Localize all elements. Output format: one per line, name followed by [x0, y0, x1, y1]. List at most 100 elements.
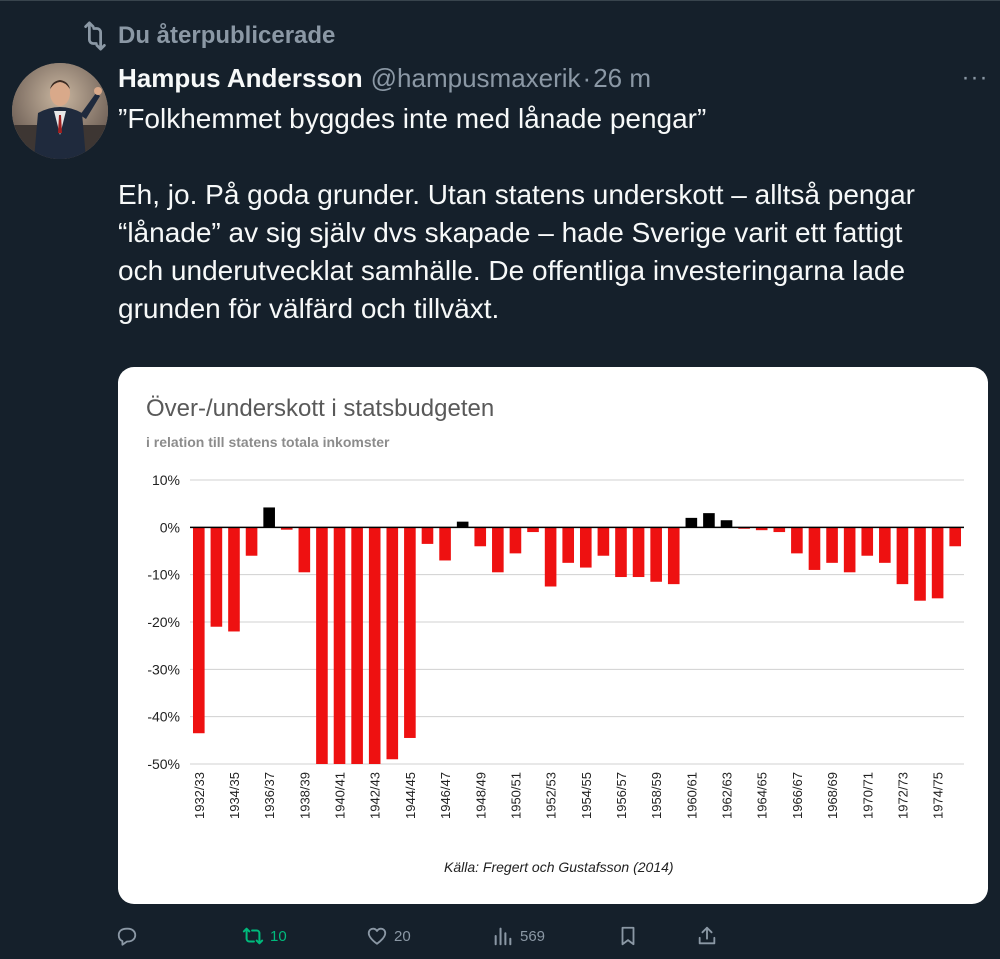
bar: [404, 527, 416, 738]
x-tick-label: 1944/45: [403, 772, 418, 819]
bar: [650, 527, 662, 582]
heart-icon: [367, 927, 387, 945]
tweet-image[interactable]: Över-/underskott i statsbudgeten i relat…: [118, 367, 988, 904]
bookmark-button[interactable]: [617, 918, 645, 954]
repost-icon: [242, 927, 264, 945]
bar: [351, 527, 363, 764]
tweet-text: ”Folkhemmet byggdes inte med lånade peng…: [118, 100, 978, 328]
x-tick-label: 1956/57: [614, 772, 629, 819]
bar: [579, 527, 592, 568]
bar: [298, 527, 311, 573]
bar: [615, 527, 627, 578]
author-name[interactable]: Hampus Andersson: [118, 62, 363, 93]
bar: [808, 527, 821, 570]
separator-dot: ·: [582, 62, 592, 93]
views-button[interactable]: 569: [492, 918, 545, 954]
bar: [720, 520, 733, 528]
bar: [773, 527, 786, 533]
action-bar: 10 20 569: [0, 918, 1000, 954]
y-tick-label: 0%: [160, 519, 180, 535]
bar: [791, 527, 803, 554]
tweet-line: grunden för välfärd och tillväxt.: [118, 293, 500, 324]
chart-source: Källa: Fregert och Gustafsson (2014): [444, 859, 674, 875]
bar: [597, 527, 610, 556]
share-button[interactable]: [696, 918, 724, 954]
bar: [456, 521, 469, 528]
bar: [562, 527, 575, 563]
bar: [421, 527, 434, 544]
tweet-header: Hampus Andersson @hampusmaxerik · 26 m: [118, 58, 651, 98]
x-tick-label: 1950/51: [508, 772, 523, 819]
bar: [228, 527, 240, 632]
y-tick-label: -40%: [147, 709, 180, 725]
repost-count: 10: [270, 927, 287, 945]
bar: [843, 527, 856, 573]
top-divider: [0, 0, 1000, 1]
author-handle[interactable]: @hampusmaxerik: [370, 62, 581, 93]
bar: [632, 527, 645, 578]
bar: [245, 527, 258, 556]
share-icon: [698, 926, 716, 945]
tweet-line: ”Folkhemmet byggdes inte med lånade peng…: [118, 103, 707, 134]
x-tick-label: 1948/49: [473, 772, 488, 819]
reply-button[interactable]: [116, 918, 144, 954]
bar: [896, 527, 909, 585]
repost-banner[interactable]: Du återpublicerade: [80, 20, 335, 52]
budget-chart: Över-/underskott i statsbudgeten i relat…: [146, 395, 964, 875]
tweet-line: Eh, jo. På goda grunder. Utan statens un…: [118, 179, 915, 210]
bar: [492, 527, 504, 573]
x-tick-label: 1936/37: [262, 772, 277, 819]
timestamp[interactable]: 26 m: [593, 62, 652, 93]
bar: [703, 513, 715, 528]
bar: [386, 527, 399, 760]
bar: [755, 527, 768, 531]
bar: [861, 527, 874, 556]
x-tick-label: 1972/73: [895, 772, 910, 819]
views-icon: [494, 927, 512, 946]
tweet-line: och underutvecklat samhälle. De offentli…: [118, 255, 906, 286]
bar: [316, 527, 328, 764]
bar: [667, 527, 680, 585]
bar: [879, 527, 891, 563]
bar: [263, 507, 275, 528]
reply-icon: [117, 927, 137, 946]
y-tick-label: -30%: [147, 661, 180, 677]
like-button[interactable]: 20: [366, 918, 411, 954]
x-tick-label: 1954/55: [579, 772, 594, 819]
bar: [280, 527, 293, 530]
x-tick-label: 1952/53: [544, 772, 559, 819]
x-tick-label: 1946/47: [438, 772, 453, 819]
bar: [474, 527, 487, 547]
x-tick-label: 1968/69: [825, 772, 840, 819]
x-tick-label: 1970/71: [860, 772, 875, 819]
chart-title: Över-/underskott i statsbudgeten: [146, 395, 494, 422]
more-icon[interactable]: ···: [961, 64, 989, 91]
repost-banner-text: Du återpublicerade: [118, 22, 336, 49]
avatar[interactable]: [12, 63, 108, 159]
views-count: 569: [520, 927, 546, 945]
x-tick-label: 1934/35: [227, 772, 242, 819]
x-tick-label: 1932/33: [192, 772, 207, 819]
bar: [826, 527, 838, 563]
y-tick-label: -10%: [147, 567, 180, 583]
repost-button[interactable]: 10: [242, 918, 287, 954]
bar: [544, 527, 557, 587]
bar: [949, 527, 962, 547]
x-tick-label: 1960/61: [684, 772, 699, 819]
x-tick-label: 1942/43: [368, 772, 383, 819]
tweet-line: “lånade” av sig själv dvs skapade – hade…: [118, 217, 903, 248]
x-tick-label: 1938/39: [297, 772, 312, 819]
bar: [509, 527, 522, 554]
chart-subtitle: i relation till statens totala inkomster: [146, 434, 390, 450]
bar: [931, 527, 944, 599]
bar: [368, 527, 381, 764]
bookmark-icon: [621, 926, 635, 946]
x-tick-label: 1964/65: [755, 772, 770, 819]
x-tick-label: 1958/59: [649, 772, 664, 819]
y-tick-label: -50%: [147, 756, 180, 772]
bar: [439, 527, 451, 561]
repost-icon: [84, 21, 106, 51]
like-count: 20: [394, 927, 411, 945]
bar: [685, 517, 698, 528]
x-tick-label: 1966/67: [790, 772, 805, 819]
